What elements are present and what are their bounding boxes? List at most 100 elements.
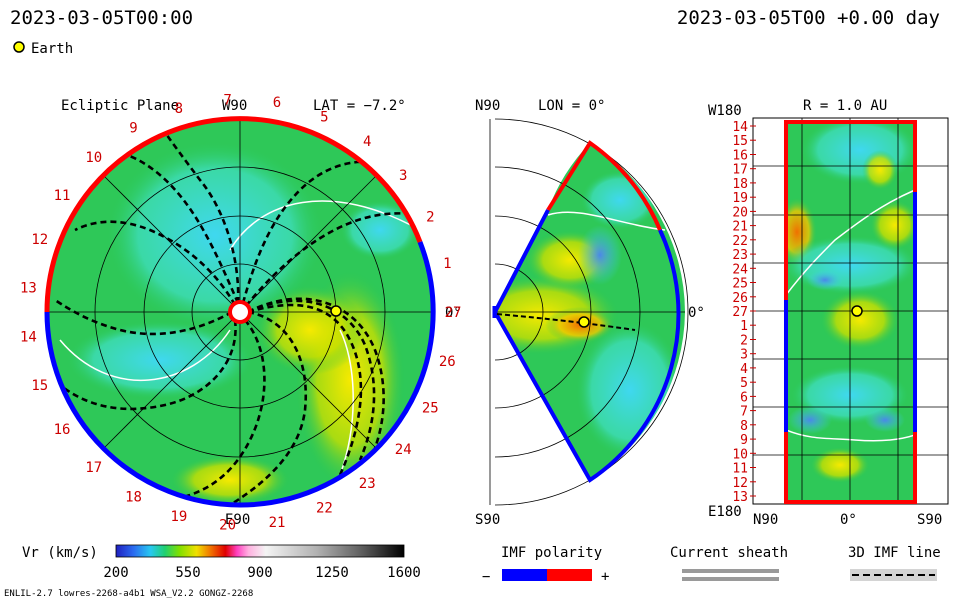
carrington-label-9: 9 xyxy=(129,121,137,137)
map-yellow-low xyxy=(810,447,870,483)
ecliptic-top-label: W90 xyxy=(222,98,247,114)
map-cyan-top xyxy=(800,122,915,185)
ecliptic-panel: Ecliptic Plane W90 LAT = −7.2° 0° E90 12… xyxy=(20,92,462,533)
map-top-left-label: W180 xyxy=(708,103,742,119)
meridional-blue-patch xyxy=(578,225,622,285)
colorbar-tick-3: 900 xyxy=(247,565,272,581)
map-title: R = 1.0 AU xyxy=(803,98,887,114)
meridional-top-label: N90 xyxy=(475,98,500,114)
imf-line-swatch-bg xyxy=(850,569,937,581)
carrington-label-16: 16 xyxy=(54,422,71,438)
imf-line-6 xyxy=(59,319,237,411)
carrington-label-21: 21 xyxy=(269,515,286,531)
imf-line-8 xyxy=(74,220,237,306)
carrington-label-4: 4 xyxy=(363,134,371,150)
map-x-label-right: S90 xyxy=(917,512,942,528)
map-y-label-24: 24 xyxy=(732,262,748,277)
footer-model-info: ENLIL-2.7 lowres-2268-a4b1 WSA_V2.2 GONG… xyxy=(4,589,253,599)
imf-polarity-plus: + xyxy=(601,569,609,585)
carrington-label-13: 13 xyxy=(20,280,37,296)
ecliptic-rim-positive xyxy=(44,116,423,313)
meridional-imf-line xyxy=(496,313,636,331)
current-sheath-title: Current sheath xyxy=(670,545,788,561)
map-blue-low-right xyxy=(865,408,905,432)
map-y-label-6: 6 xyxy=(740,390,748,405)
map-bottom-left-label: E180 xyxy=(708,504,742,520)
colorbar: Vr (km/s) 200 550 900 1250 1600 xyxy=(22,544,421,581)
ecliptic-cyan-patch xyxy=(340,200,420,260)
ecliptic-rim-negative-right xyxy=(239,241,436,508)
ecliptic-yellow-patch xyxy=(170,455,290,505)
meridional-bottom-label: S90 xyxy=(475,512,500,528)
meridional-panel: N90 LON = 0° 0° S90 xyxy=(475,98,705,528)
carrington-label-11: 11 xyxy=(54,188,71,204)
ecliptic-current-sheath-a xyxy=(59,329,231,381)
colorbar-tick-2: 550 xyxy=(175,565,200,581)
imf-line-11 xyxy=(244,212,421,307)
map-yellow-right xyxy=(870,200,915,250)
imf-line-1 xyxy=(247,303,363,476)
current-sheath-legend: Current sheath xyxy=(670,545,788,581)
map-y-label-1: 1 xyxy=(740,319,748,334)
map-y-label-2: 2 xyxy=(740,334,748,349)
ecliptic-cyan-band xyxy=(65,320,255,400)
map-x-label-center: 0° xyxy=(840,512,857,528)
carrington-label-7: 7 xyxy=(223,92,231,108)
date-right: 2023-03-05T00 +0.00 day xyxy=(677,7,940,29)
meridional-rim-positive xyxy=(546,140,662,231)
carrington-label-24: 24 xyxy=(395,442,412,458)
map-y-label-13: 13 xyxy=(732,490,748,505)
imf-line-3 xyxy=(247,297,385,449)
carrington-label-3: 3 xyxy=(399,168,407,184)
colorbar-tick-5: 1600 xyxy=(387,565,421,581)
map-y-label-20: 20 xyxy=(732,205,748,220)
imf-polarity-legend: IMF polarity − + xyxy=(482,545,609,585)
map-y-label-3: 3 xyxy=(740,348,748,363)
ecliptic-title: Ecliptic Plane xyxy=(61,98,179,114)
imf-line-title: 3D IMF line xyxy=(848,545,941,561)
ecliptic-earth-marker xyxy=(330,305,342,317)
ecliptic-current-sheath-c xyxy=(339,329,354,476)
map-y-label-8: 8 xyxy=(740,419,748,434)
map-blue-low-left xyxy=(788,406,832,434)
imf-line-5 xyxy=(169,319,266,502)
meridional-right-label: 0° xyxy=(688,305,705,321)
imf-polarity-positive-swatch xyxy=(547,569,592,581)
map-y-label-9: 9 xyxy=(740,433,748,448)
map-y-label-5: 5 xyxy=(740,376,748,391)
map-y-label-19: 19 xyxy=(732,191,748,206)
carrington-label-19: 19 xyxy=(170,509,187,525)
map-y-label-7: 7 xyxy=(740,405,748,420)
map-y-label-17: 17 xyxy=(732,163,748,178)
carrington-label-18: 18 xyxy=(125,490,142,506)
imf-line-9 xyxy=(158,124,240,304)
map-x-label-left: N90 xyxy=(753,512,778,528)
carrington-label-17: 17 xyxy=(85,460,102,476)
map-y-label-10: 10 xyxy=(732,447,748,462)
carrington-label-14: 14 xyxy=(20,330,37,346)
colorbar-tick-4: 1250 xyxy=(315,565,349,581)
carrington-label-27: 27 xyxy=(445,305,462,321)
colorbar-label: Vr (km/s) xyxy=(22,545,98,561)
map-yellow-mid xyxy=(820,290,900,350)
imf-line-4 xyxy=(229,310,308,505)
ecliptic-sun-marker xyxy=(228,300,252,324)
carrington-label-15: 15 xyxy=(31,378,48,394)
carrington-label-12: 12 xyxy=(31,232,48,248)
map-yellow-top xyxy=(862,150,898,190)
date-left: 2023-03-05T00:00 xyxy=(10,7,193,29)
map-y-label-12: 12 xyxy=(732,476,748,491)
current-sheath-swatch-bottom xyxy=(682,577,779,581)
map-y-labels: 1415161718192021222324252627123456789101… xyxy=(732,120,756,505)
earth-legend-label: Earth xyxy=(31,41,73,57)
map-y-label-16: 16 xyxy=(732,149,748,164)
earth-legend-marker xyxy=(13,41,25,53)
map-panel: W180 R = 1.0 AU E180 N90 0° S90 14151617… xyxy=(708,98,949,528)
map-y-label-26: 26 xyxy=(732,291,748,306)
map-blue-mid xyxy=(807,270,843,290)
ecliptic-right-label: 0° xyxy=(445,305,462,321)
carrington-label-6: 6 xyxy=(273,95,281,111)
imf-polarity-negative-swatch xyxy=(502,569,547,581)
